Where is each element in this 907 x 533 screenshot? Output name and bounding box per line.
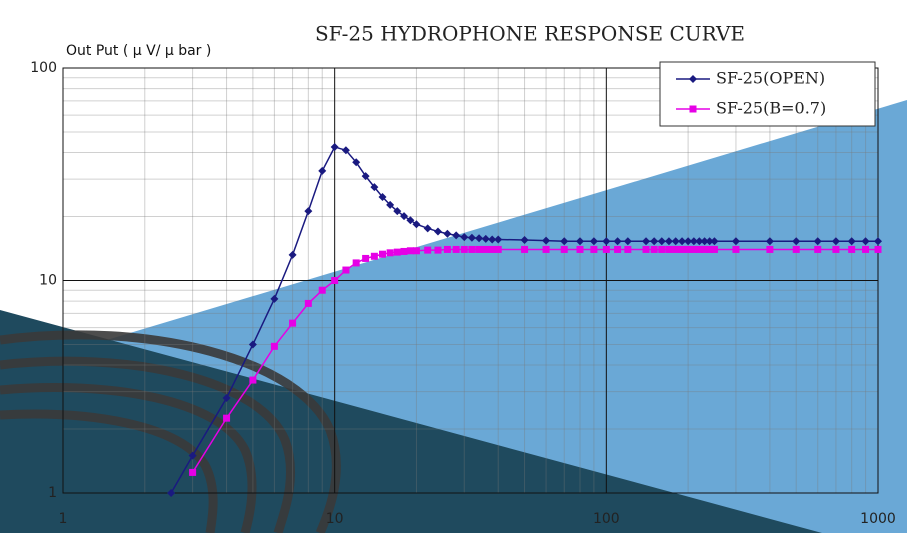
point <box>603 246 610 253</box>
point <box>732 246 739 253</box>
y-tick-label: 1 <box>48 485 57 501</box>
point <box>679 246 686 253</box>
point <box>561 246 568 253</box>
point <box>658 246 665 253</box>
x-tick-label: 100 <box>593 511 620 527</box>
point <box>394 249 401 256</box>
point <box>401 248 408 255</box>
point <box>672 246 679 253</box>
point <box>319 287 326 294</box>
point <box>848 246 855 253</box>
point <box>461 246 468 253</box>
point <box>665 246 672 253</box>
point <box>407 247 414 254</box>
point <box>875 246 882 253</box>
point <box>342 267 349 274</box>
point <box>832 246 839 253</box>
x-tick-label: 1 <box>59 511 68 527</box>
point <box>289 320 296 327</box>
point <box>371 253 378 260</box>
point <box>305 300 312 307</box>
point <box>521 246 528 253</box>
x-tick-label: 10 <box>326 511 344 527</box>
point <box>489 246 496 253</box>
point <box>862 246 869 253</box>
point <box>362 255 369 262</box>
point <box>453 246 460 253</box>
point <box>468 246 475 253</box>
point <box>424 247 431 254</box>
chart: SF-25 HYDROPHONE RESPONSE CURVE Out Put … <box>0 0 907 533</box>
point <box>814 246 821 253</box>
grid <box>63 68 878 493</box>
legend: SF-25(OPEN) SF-25(B=0.7) <box>660 62 875 126</box>
point <box>482 246 489 253</box>
point <box>651 246 658 253</box>
x-tick-label: 1000 <box>860 511 896 527</box>
chart-title: SF-25 HYDROPHONE RESPONSE CURVE <box>315 22 745 46</box>
point <box>444 246 451 253</box>
point <box>793 246 800 253</box>
point <box>353 259 360 266</box>
legend-label: SF-25(OPEN) <box>716 69 825 88</box>
point <box>249 377 256 384</box>
point <box>379 251 386 258</box>
point <box>766 246 773 253</box>
point <box>495 246 502 253</box>
point <box>331 277 338 284</box>
point <box>590 246 597 253</box>
point <box>387 249 394 256</box>
point <box>271 343 278 350</box>
point <box>614 246 621 253</box>
point <box>434 247 441 254</box>
y-tick-label: 100 <box>30 60 57 76</box>
point <box>189 469 196 476</box>
point <box>690 106 697 113</box>
legend-label: SF-25(B=0.7) <box>716 99 826 118</box>
point <box>413 247 420 254</box>
point <box>577 246 584 253</box>
point <box>223 415 230 422</box>
y-axis-label: Out Put ( μ V/ μ bar ) <box>66 43 211 59</box>
point <box>711 246 718 253</box>
point <box>476 246 483 253</box>
y-tick-label: 10 <box>39 273 57 289</box>
point <box>543 246 550 253</box>
point <box>624 246 631 253</box>
point <box>643 246 650 253</box>
